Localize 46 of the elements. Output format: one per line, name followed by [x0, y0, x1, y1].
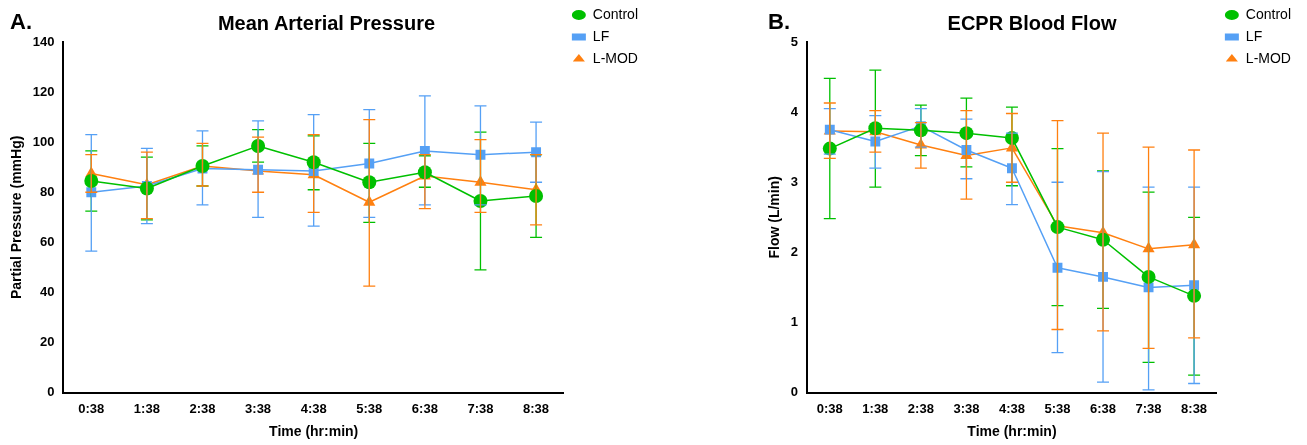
y-tick-label: 20: [40, 334, 55, 350]
y-tick-label: 4: [790, 103, 799, 119]
x-tick-label: 6:38: [1090, 400, 1117, 416]
x-tick-label: 5:38: [356, 400, 383, 416]
y-axis-title: Partial Pressure (mmHg): [8, 135, 25, 299]
y-tick-label: 1: [790, 314, 799, 330]
y-tick-label: 60: [40, 233, 55, 249]
x-axis-title: Time (hr:min): [269, 423, 359, 440]
legend-label: LF: [1245, 27, 1263, 44]
legend-label: L-MOD: [1245, 49, 1291, 66]
text: B.: [768, 9, 790, 35]
x-tick-label: 4:38: [998, 400, 1025, 416]
y-tick-label: 100: [32, 133, 55, 149]
x-tick-label: 8:38: [523, 400, 550, 416]
x-tick-label: 4:38: [300, 400, 327, 416]
y-tick-label: 0: [790, 384, 799, 400]
x-tick-label: 7:38: [467, 400, 494, 416]
x-tick-label: 1:38: [133, 400, 160, 416]
x-tick-label: 7:38: [1135, 400, 1162, 416]
x-tick-label: 3:38: [953, 400, 980, 416]
x-tick-label: 5:38: [1044, 400, 1071, 416]
x-tick-label: 0:38: [816, 400, 843, 416]
y-tick-label: 40: [40, 284, 55, 300]
y-tick-label: 3: [790, 173, 799, 189]
x-axis-title: Time (hr:min): [967, 423, 1057, 440]
x-tick-label: 1:38: [862, 400, 889, 416]
chart-title: ECPR Blood Flow: [947, 11, 1117, 34]
legend-label: Control: [592, 5, 639, 22]
legend-label: L-MOD: [592, 49, 638, 66]
x-tick-label: 0:38: [78, 400, 105, 416]
y-tick-label: 140: [32, 33, 55, 49]
x-tick-label: 2:38: [189, 400, 216, 416]
y-tick-label: 5: [790, 33, 799, 49]
y-tick-label: 2: [790, 243, 799, 259]
x-tick-label: 3:38: [245, 400, 272, 416]
y-tick-label: 0: [47, 384, 55, 400]
y-axis-title: Flow (L/min): [766, 176, 783, 259]
legend-label: Control: [1245, 5, 1292, 22]
legend-label: LF: [592, 27, 610, 44]
y-tick-label: 120: [32, 83, 55, 99]
x-tick-label: 2:38: [907, 400, 934, 416]
x-tick-label: 8:38: [1181, 400, 1208, 416]
x-tick-label: 6:38: [411, 400, 438, 416]
y-tick-label: 80: [40, 183, 55, 199]
chart-title: Mean Arterial Pressure: [217, 11, 436, 34]
text: A.: [10, 9, 32, 35]
